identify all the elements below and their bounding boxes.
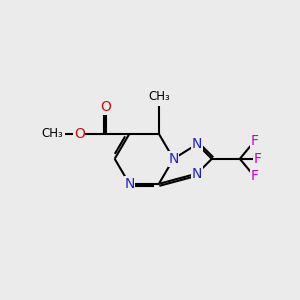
- Text: N: N: [192, 167, 202, 181]
- Text: N: N: [192, 137, 202, 151]
- Text: N: N: [168, 152, 179, 166]
- Text: CH₃: CH₃: [41, 127, 63, 140]
- Text: N: N: [124, 177, 135, 191]
- Text: O: O: [74, 127, 85, 141]
- Text: F: F: [250, 134, 259, 148]
- Text: F: F: [254, 152, 262, 166]
- Text: CH₃: CH₃: [148, 91, 170, 103]
- Text: F: F: [250, 169, 259, 184]
- Text: O: O: [100, 100, 111, 114]
